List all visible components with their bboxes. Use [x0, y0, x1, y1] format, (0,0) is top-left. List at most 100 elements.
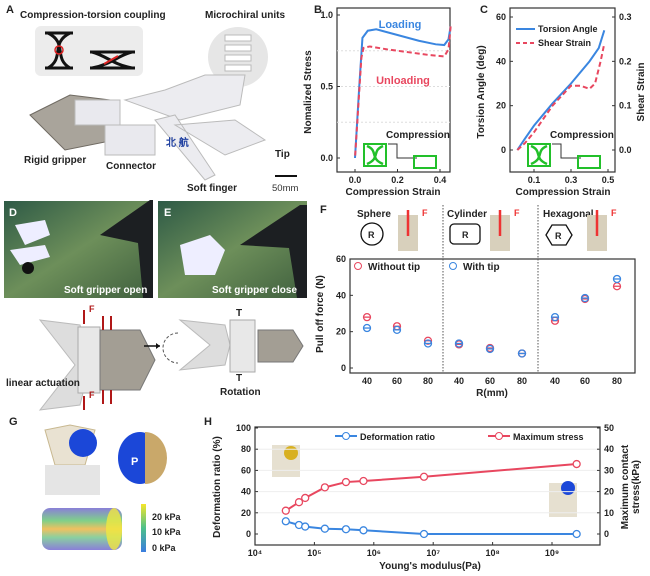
data-point — [341, 525, 351, 534]
pressure-label: P — [131, 456, 138, 468]
x-tick-label: 10⁶ — [367, 548, 381, 558]
x-tick-label: 10⁴ — [248, 548, 262, 558]
y-tick-label: 40 — [604, 444, 614, 454]
colorbar — [141, 504, 146, 552]
compression-indicator — [388, 143, 417, 159]
y-tick-label: 60 — [336, 254, 346, 264]
y-tick-label: 20 — [241, 508, 251, 518]
y-tick-label: 0 — [604, 529, 609, 539]
legend-label: Torsion Angle — [538, 24, 598, 34]
x-axis-label: Compression Strain — [515, 187, 610, 198]
x-tick-label: 40 — [362, 376, 372, 386]
data-point — [454, 339, 464, 348]
data-point — [281, 517, 290, 526]
stress-cylinder — [42, 508, 122, 550]
data-point — [550, 312, 560, 322]
y-axis-label: Deformation ratio (%) — [212, 436, 223, 538]
data-point — [359, 526, 368, 535]
data-point — [301, 522, 310, 531]
x-tick-label: 0.0 — [349, 175, 362, 185]
x-tick-label: 40 — [550, 376, 560, 386]
rigid-gripper-outline — [99, 329, 156, 391]
unit-cell-icon — [530, 144, 548, 166]
y-tick-label: 0.1 — [619, 101, 632, 111]
legend-label: Without tip — [368, 262, 420, 273]
colorbar-label: 20 kPa — [152, 512, 182, 522]
x-tick-label: 10⁷ — [426, 548, 440, 558]
plot-frame — [336, 7, 451, 173]
y-tick-label: 0 — [501, 145, 506, 155]
robot-arm-image — [240, 205, 307, 298]
loading-label: Loading — [379, 19, 422, 31]
blue-sphere — [69, 429, 97, 457]
connector-outline — [229, 319, 256, 373]
panel-letter: E — [164, 207, 171, 219]
panel-letter: G — [9, 416, 18, 428]
colorbar-label: 10 kPa — [152, 527, 182, 537]
connector-image — [74, 99, 156, 156]
y-tick-label: 40 — [241, 487, 251, 497]
plot-frame — [349, 258, 636, 374]
data-point — [572, 459, 581, 469]
force-label: F — [89, 390, 95, 400]
series-deformation-ratio — [285, 520, 577, 535]
data-point — [572, 529, 581, 539]
panel-e: E Soft gripper close — [158, 201, 307, 298]
series-unloading — [354, 26, 452, 159]
x-tick-label: 0.5 — [602, 175, 615, 185]
y-tick-label: 50 — [604, 423, 614, 433]
y-tick-label: 0.0 — [320, 153, 333, 163]
data-point — [580, 293, 590, 303]
unit-cell-icon — [527, 143, 551, 167]
x-tick-label: 10⁹ — [545, 548, 559, 558]
panel-letter: A — [6, 4, 14, 16]
x-tick-label: 60 — [580, 376, 590, 386]
x-tick-label: 60 — [392, 376, 402, 386]
microchiral-label: Microchiral units — [205, 10, 285, 21]
radius-label: R — [462, 230, 469, 240]
compressed-cell-icon — [577, 155, 601, 169]
data-point — [419, 472, 429, 481]
chart-c: 0 20 40 60 0.0 0.1 0.2 0.3 0.1 0.3 0.5 Compression … — [476, 7, 647, 198]
scale-label: 50mm — [272, 183, 298, 194]
compressed-cell-icon — [413, 155, 437, 169]
data-point — [362, 323, 372, 333]
finger-logo: 北 航 — [166, 136, 189, 149]
x-axis-label: R(mm) — [476, 388, 508, 399]
soft-finger-image — [154, 114, 267, 181]
actuation-diagram: F F linear actuation T T Rotation — [6, 304, 304, 411]
hexagon-icon — [545, 224, 573, 246]
panel-letter: F — [320, 204, 327, 216]
y2-axis-label-line: stress(kPa) — [631, 460, 642, 514]
rotation-label: Rotation — [220, 387, 261, 398]
h-gripper-icons — [272, 445, 577, 517]
x-tick-label: 10⁵ — [307, 548, 321, 558]
red-link-icon — [103, 55, 119, 65]
legend-label: With tip — [463, 262, 500, 273]
y-tick-label: 1.0 — [320, 10, 333, 20]
data-point — [341, 477, 351, 487]
legend-marker — [354, 262, 362, 270]
unit-cell-icon — [363, 143, 387, 167]
y-tick-label: 40 — [496, 56, 506, 66]
rigid-gripper-outline — [257, 329, 304, 363]
y-tick-label: 0.0 — [619, 145, 632, 155]
x-tick-label: 80 — [612, 376, 622, 386]
colorbar-label: 0 kPa — [152, 543, 177, 553]
x-tick-label: 10⁸ — [485, 548, 499, 558]
data-point — [423, 339, 433, 348]
data-point — [294, 498, 304, 507]
chart-h: 0 20 40 60 80 100 0 10 20 30 40 50 10⁴ 10⁵ 10⁶ 10⁷ 10⁸ 10… — [212, 423, 642, 572]
x-tick-label: 80 — [517, 376, 527, 386]
panel-g: G P 20 kPa 10 kPa 0 kPa — [9, 416, 182, 553]
data-point — [320, 483, 330, 492]
chiral-unit-icon — [45, 31, 73, 70]
series-shear-strain — [516, 43, 606, 151]
y-tick-label: 80 — [241, 444, 251, 454]
plot-frame — [254, 426, 601, 546]
data-point — [359, 476, 368, 486]
coupling-label: Compression-torsion coupling — [20, 10, 166, 21]
data-point — [362, 312, 372, 322]
chart-f: 0 20 40 60 40 60 80 40 60 80 40 60 80 R(mm) Pull off f… — [315, 205, 636, 399]
